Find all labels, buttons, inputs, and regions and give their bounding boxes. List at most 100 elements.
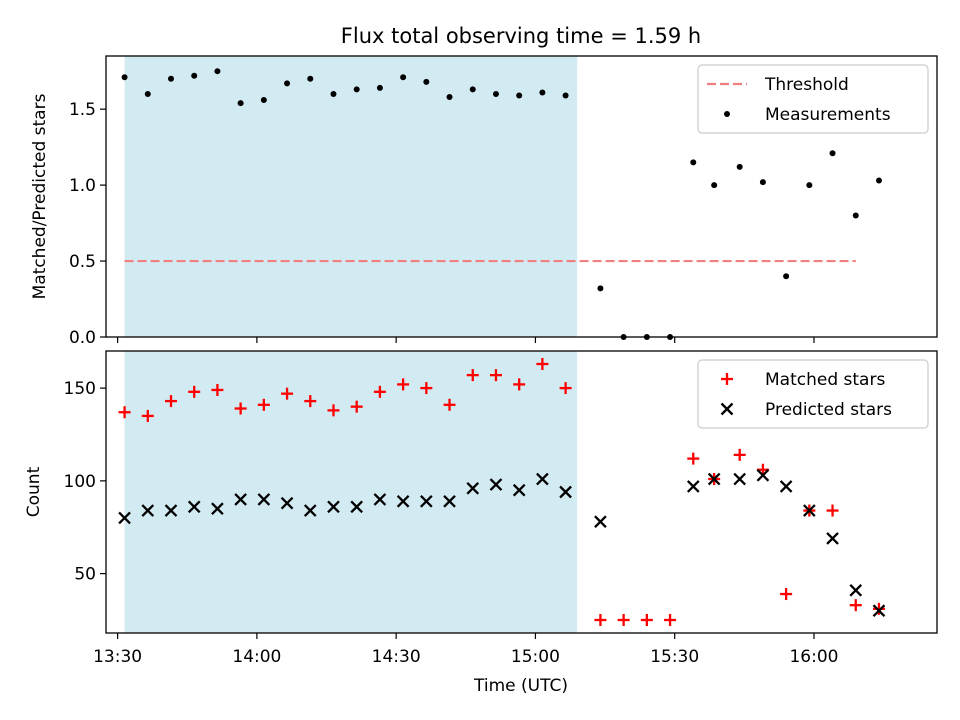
predicted-stars-point: [211, 502, 224, 516]
ratio-panel: 0.0 0.5 1.0 1.5 Matched/Predicted stars Thres…: [30, 55, 938, 348]
legend-measurement-swatch: [724, 111, 730, 117]
predicted-stars-point: [280, 496, 294, 510]
measurement-point: [759, 179, 766, 186]
y-axis-label: Matched/Predicted stars: [30, 93, 50, 299]
predicted-stars-point: [536, 472, 549, 486]
matched-stars-point: [780, 588, 793, 601]
observing-window-shade: [124, 56, 578, 337]
measurement-point: [400, 74, 407, 81]
axes-frame: [105, 55, 938, 338]
matched-stars-point: [687, 452, 700, 465]
measurement-point: [597, 285, 604, 292]
matched-stars-point: [304, 395, 317, 408]
predicted-stars-point: [779, 480, 793, 493]
y-tick-label: 1.0: [69, 176, 96, 196]
measurement-point: [237, 100, 244, 107]
predicted-stars-point: [686, 480, 700, 493]
legend-predicted-swatch: [720, 402, 734, 416]
measurement-point: [539, 89, 546, 96]
matched-stars-point: [489, 369, 502, 382]
count-panel: 50 100 150 13:30 14:00 14:30 15:00 15:30 16:00 Co…: [24, 350, 938, 667]
observing-window-shade: [124, 351, 578, 633]
matched-stars-point: [849, 599, 862, 612]
matched-stars-point: [536, 357, 549, 370]
predicted-stars-point: [396, 494, 410, 508]
x-tick-label: 16:00: [789, 647, 838, 667]
legend-label: Threshold: [764, 75, 849, 95]
matched-stars-point: [664, 614, 677, 627]
matched-stars-point: [327, 404, 340, 417]
predicted-stars-point: [443, 494, 456, 508]
predicted-stars-point: [733, 472, 747, 486]
y-tick-label: 150: [64, 379, 96, 399]
predicted-stars-point: [373, 493, 387, 506]
axes-frame: [105, 350, 938, 634]
legend-label: Matched stars: [765, 370, 885, 390]
chart-title: Flux total observing time = 1.59 h: [341, 24, 701, 48]
measurement-point: [353, 86, 360, 93]
measurement-point: [783, 273, 790, 280]
matched-stars-point: [733, 448, 746, 461]
matched-stars-point: [559, 382, 572, 395]
x-tick-label: 15:30: [650, 647, 699, 667]
predicted-stars-point: [257, 493, 271, 506]
measurement-point: [167, 75, 174, 82]
predicted-stars-point: [234, 493, 247, 506]
matched-stars-point: [640, 614, 653, 627]
legend: Threshold Measurements: [697, 64, 929, 134]
measurement-point: [711, 182, 718, 189]
predicted-stars-point: [594, 515, 607, 528]
measurement-point: [516, 92, 523, 99]
predicted-stars-point: [489, 478, 503, 491]
legend-label: Predicted stars: [765, 400, 892, 420]
measurement-point: [492, 90, 499, 97]
matched-stars-point: [826, 504, 839, 517]
measurement-point: [736, 163, 743, 170]
measurement-point: [121, 74, 128, 81]
y-tick-label: 1.5: [69, 100, 96, 120]
measurement-point: [690, 159, 697, 166]
measurement-point: [260, 97, 267, 104]
legend: Matched stars Predicted stars: [697, 359, 929, 429]
matched-stars-point: [466, 369, 479, 382]
predicted-stars-point: [420, 494, 433, 508]
measurement-point: [829, 150, 836, 157]
measurement-point: [446, 94, 453, 101]
matched-stars-point: [141, 409, 154, 422]
predicted-stars-point: [164, 504, 178, 517]
predicted-stars-point: [350, 500, 364, 514]
x-tick-label: 14:00: [232, 647, 281, 667]
predicted-stars-point: [512, 483, 526, 497]
measurement-point: [423, 78, 430, 85]
measurement-point: [875, 177, 882, 184]
predicted-stars-point: [303, 504, 317, 517]
measurement-point: [284, 80, 291, 87]
predicted-stars-point: [756, 468, 770, 482]
measurement-point: [806, 182, 813, 189]
y-tick-label: 0.0: [69, 328, 96, 348]
x-tick-label: 15:00: [511, 647, 560, 667]
measurement-point: [330, 90, 337, 97]
predicted-stars-point: [826, 532, 839, 545]
y-tick-label: 100: [64, 472, 96, 492]
matched-stars-point: [617, 614, 630, 627]
predicted-stars-point: [707, 472, 721, 486]
measurement-point: [562, 92, 569, 99]
legend-box: [697, 359, 929, 429]
matched-stars-point: [373, 385, 386, 398]
x-tick-label: 13:30: [93, 647, 142, 667]
predicted-stars-point: [327, 500, 340, 514]
predicted-stars-point: [141, 504, 155, 517]
x-tick-label: 14:30: [372, 647, 421, 667]
matched-stars-point: [397, 378, 410, 391]
predicted-stars-point: [559, 485, 572, 499]
measurement-point: [376, 84, 383, 91]
matched-stars-point: [118, 406, 131, 419]
measurement-point: [852, 212, 859, 219]
matched-stars-point: [443, 398, 456, 411]
predicted-stars-point: [187, 500, 201, 514]
matched-stars-point: [594, 614, 607, 627]
measurement-point: [469, 86, 476, 93]
y-tick-label: 0.5: [69, 252, 96, 272]
predicted-stars-point: [466, 481, 480, 495]
